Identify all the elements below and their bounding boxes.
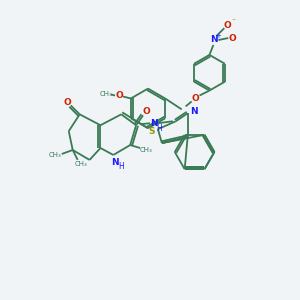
Text: O: O bbox=[64, 98, 72, 107]
Text: CH₃: CH₃ bbox=[140, 147, 152, 153]
Text: S: S bbox=[149, 127, 155, 136]
Text: ⁻: ⁻ bbox=[231, 17, 235, 26]
Text: N: N bbox=[150, 119, 158, 128]
Text: O: O bbox=[192, 94, 200, 103]
Text: O: O bbox=[142, 107, 150, 116]
Text: CH₃: CH₃ bbox=[74, 161, 87, 167]
Text: N: N bbox=[112, 158, 119, 167]
Text: N: N bbox=[211, 34, 218, 43]
Text: CH₃: CH₃ bbox=[49, 152, 61, 158]
Text: O: O bbox=[228, 34, 236, 43]
Text: O: O bbox=[115, 91, 123, 100]
Text: N: N bbox=[190, 107, 197, 116]
Text: H: H bbox=[118, 162, 124, 171]
Text: O: O bbox=[224, 21, 231, 30]
Text: CH₃: CH₃ bbox=[100, 91, 112, 97]
Text: +: + bbox=[215, 33, 221, 39]
Text: H: H bbox=[156, 124, 162, 133]
